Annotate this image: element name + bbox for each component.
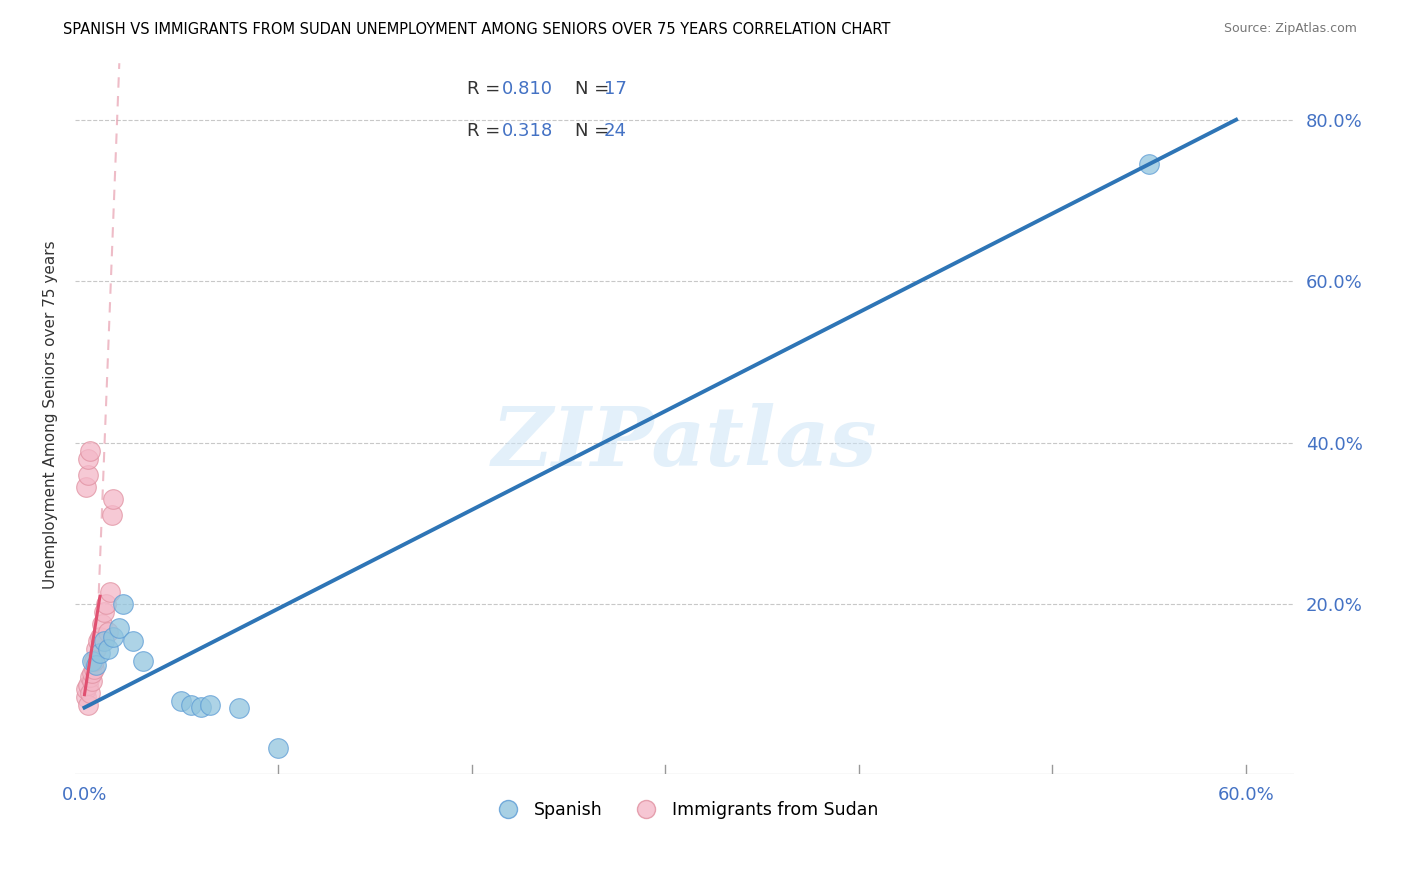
Text: SPANISH VS IMMIGRANTS FROM SUDAN UNEMPLOYMENT AMONG SENIORS OVER 75 YEARS CORREL: SPANISH VS IMMIGRANTS FROM SUDAN UNEMPLO…	[63, 22, 890, 37]
Legend: Spanish, Immigrants from Sudan: Spanish, Immigrants from Sudan	[484, 794, 886, 826]
Point	[90, 617, 112, 632]
Point	[93, 605, 115, 619]
Point	[267, 740, 290, 755]
Point	[170, 694, 193, 708]
Text: 0.810: 0.810	[502, 80, 553, 98]
Point	[77, 468, 100, 483]
Point	[121, 633, 143, 648]
Point	[82, 654, 104, 668]
Point	[82, 665, 104, 680]
Point	[98, 585, 121, 599]
Point	[89, 630, 111, 644]
Point	[77, 451, 100, 466]
Point	[83, 662, 105, 676]
Point	[103, 492, 125, 507]
Point	[75, 480, 97, 494]
Point	[180, 698, 202, 713]
Point	[83, 654, 105, 668]
Text: R =: R =	[467, 80, 506, 98]
Point	[97, 641, 120, 656]
Point	[79, 686, 101, 700]
Point	[89, 646, 111, 660]
Point	[228, 700, 250, 714]
Point	[103, 630, 125, 644]
Point	[94, 597, 117, 611]
Text: 24: 24	[605, 121, 627, 139]
Text: N =: N =	[575, 121, 614, 139]
Point	[131, 654, 153, 668]
Point	[97, 625, 120, 640]
Point	[77, 678, 100, 692]
Point	[87, 633, 110, 648]
Point	[79, 670, 101, 684]
Point	[79, 443, 101, 458]
Point	[82, 673, 104, 688]
Point	[75, 690, 97, 704]
Text: R =: R =	[467, 121, 506, 139]
Point	[84, 657, 107, 672]
Point	[84, 641, 107, 656]
Point	[93, 633, 115, 648]
Text: 0.318: 0.318	[502, 121, 553, 139]
Point	[1137, 157, 1160, 171]
Text: Source: ZipAtlas.com: Source: ZipAtlas.com	[1223, 22, 1357, 36]
Text: ZIPatlas: ZIPatlas	[492, 403, 877, 483]
Point	[75, 681, 97, 696]
Point	[108, 622, 131, 636]
Point	[200, 698, 222, 713]
Point	[190, 699, 212, 714]
Point	[77, 698, 100, 713]
Y-axis label: Unemployment Among Seniors over 75 years: Unemployment Among Seniors over 75 years	[44, 240, 58, 589]
Text: 17: 17	[605, 80, 627, 98]
Text: N =: N =	[575, 80, 614, 98]
Point	[100, 508, 122, 523]
Point	[112, 597, 135, 611]
